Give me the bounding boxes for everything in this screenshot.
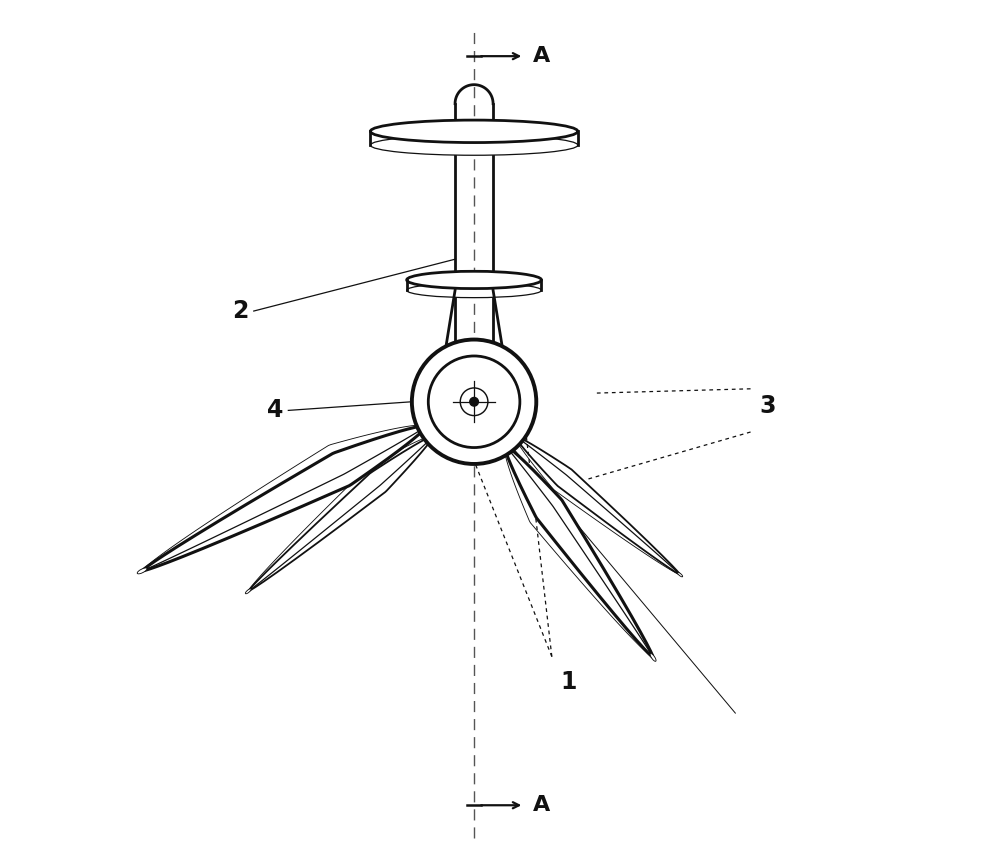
Polygon shape [142,426,427,571]
Ellipse shape [677,572,683,577]
Ellipse shape [137,568,147,574]
Circle shape [470,397,478,406]
Text: A: A [533,795,550,816]
Circle shape [412,340,536,464]
Text: A: A [533,46,550,67]
Polygon shape [515,435,680,575]
Circle shape [428,356,520,448]
Polygon shape [248,435,434,591]
Text: 2: 2 [232,299,249,323]
Text: 3: 3 [759,394,776,418]
Text: 4: 4 [267,398,283,422]
Text: 1: 1 [560,670,577,694]
Ellipse shape [370,120,578,143]
Ellipse shape [407,283,541,298]
Circle shape [460,388,488,416]
Polygon shape [504,445,653,658]
Ellipse shape [245,588,251,594]
Ellipse shape [407,271,541,289]
Ellipse shape [370,135,578,156]
Ellipse shape [650,653,656,661]
